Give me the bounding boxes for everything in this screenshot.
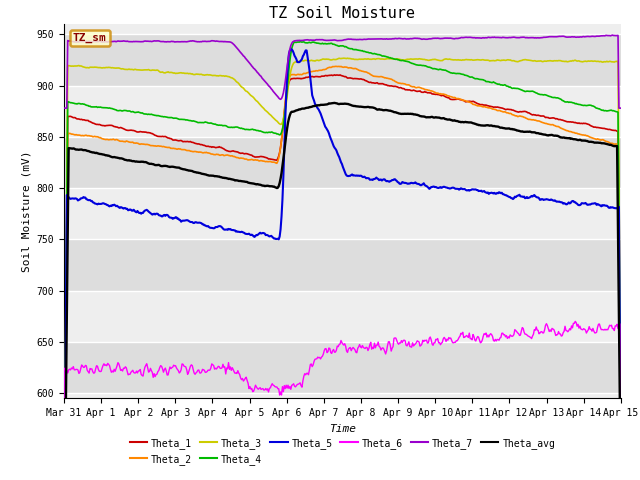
Title: TZ Soil Moisture: TZ Soil Moisture	[269, 6, 415, 22]
Bar	[64, 342, 621, 393]
Legend: Theta_1, Theta_2, Theta_3, Theta_4, Theta_5, Theta_6, Theta_7, Theta_avg: Theta_1, Theta_2, Theta_3, Theta_4, Thet…	[125, 434, 559, 468]
Bar	[64, 34, 621, 85]
Bar	[64, 137, 621, 188]
Bar	[64, 240, 621, 291]
X-axis label: Time: Time	[329, 424, 356, 433]
Y-axis label: Soil Moisture (mV): Soil Moisture (mV)	[21, 150, 31, 272]
